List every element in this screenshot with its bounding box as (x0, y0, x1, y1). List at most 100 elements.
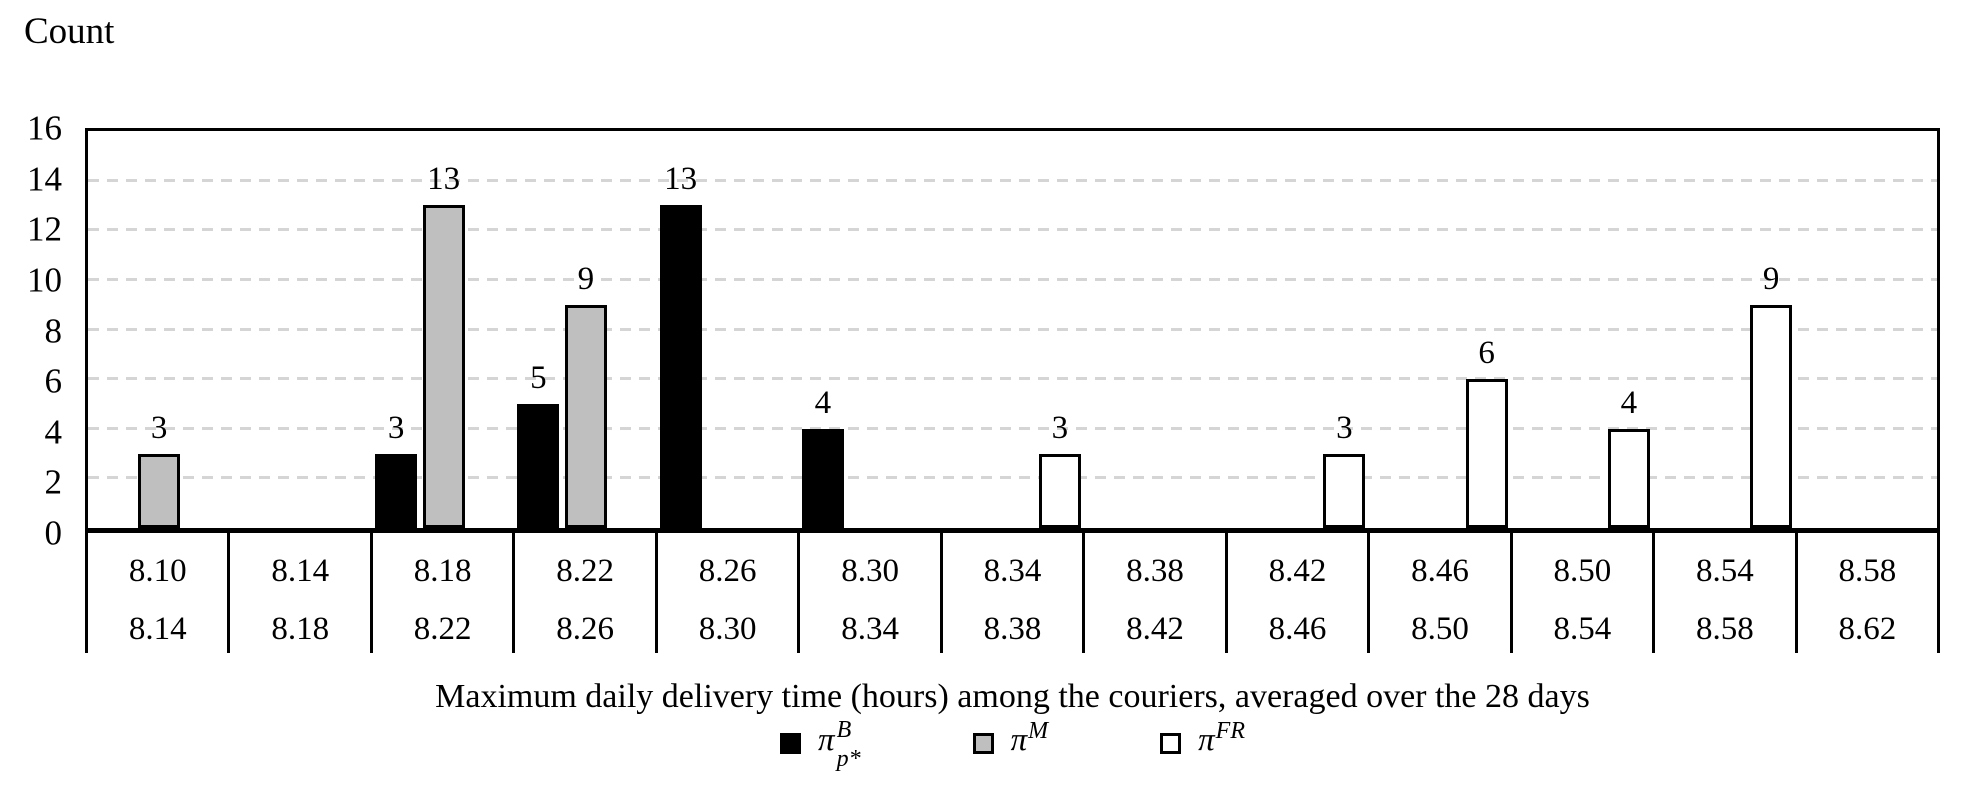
x-bin-upper-label: 8.62 (1838, 611, 1897, 647)
slot-pi_B_pstar: 13 (657, 131, 704, 528)
x-bin-upper-label: 8.38 (983, 611, 1042, 647)
slot-pi_B_pstar: 4 (799, 131, 846, 528)
legend-swatch-black (780, 733, 802, 754)
slot-pi_FR (610, 131, 657, 528)
gridline-y-14 (88, 178, 1937, 182)
y-tick-label-14: 14 (27, 159, 62, 199)
x-bin-cell-8.22: 8.22 8.26 (515, 533, 658, 653)
bar-value-label: 4 (1620, 384, 1638, 421)
x-bin-cell-8.10: 8.10 8.14 (88, 533, 231, 653)
bin-8.38-8.42 (1084, 131, 1226, 528)
bar-value-label: 3 (1051, 409, 1069, 446)
pi-fr-superscript: FR (1215, 718, 1245, 744)
slot-pi_M (1842, 131, 1889, 528)
legend-swatch-white (1160, 733, 1182, 754)
pi-symbol: π (1010, 722, 1028, 758)
y-tick-label-12: 12 (27, 209, 62, 249)
x-bin-lower-label: 8.34 (983, 553, 1042, 589)
x-bin-upper-label: 8.18 (271, 611, 330, 647)
bar-value-label: 3 (387, 409, 405, 446)
bar-value-label: 3 (150, 409, 168, 446)
slot-pi_M (1558, 131, 1605, 528)
slot-pi_B_pstar (1653, 131, 1700, 528)
slot-pi_FR: 3 (1321, 131, 1368, 528)
y-tick-label-16: 16 (27, 108, 62, 148)
y-tick-label-4: 4 (44, 412, 63, 452)
legend-label-pi-fr: πFR (1198, 719, 1245, 758)
bin-8.46-8.50: 6 (1368, 131, 1510, 528)
bar-pi_FR-8.34 (1038, 453, 1081, 528)
plot-area: 3 3 13 5 9 13 4 3 3 6 4 9 (85, 128, 1940, 533)
x-bin-cell-8.18: 8.18 8.22 (373, 533, 516, 653)
bar-pi_B_pstar-8.18 (375, 453, 418, 528)
gridline-y-6 (88, 377, 1937, 381)
gridline-y-10 (88, 277, 1937, 281)
slot-pi_M (1416, 131, 1463, 528)
bin-8.34-8.38: 3 (941, 131, 1083, 528)
bin-8.58-8.62 (1795, 131, 1937, 528)
legend-swatch-gray (972, 733, 994, 754)
bar-pi_M-8.22 (564, 304, 607, 528)
slot-pi_B_pstar (1795, 131, 1842, 528)
gridline-y-12 (88, 228, 1937, 232)
x-bin-lower-label: 8.54 (1696, 553, 1754, 589)
bar-pi_B_pstar-8.30 (801, 428, 844, 528)
x-bin-upper-label: 8.50 (1411, 611, 1469, 647)
slot-pi_M: 9 (562, 131, 609, 528)
x-bin-lower-label: 8.14 (271, 553, 330, 589)
x-bin-cell-8.14: 8.14 8.18 (230, 533, 373, 653)
slot-pi_B_pstar (1510, 131, 1557, 528)
x-bin-cell-8.26: 8.26 8.30 (658, 533, 801, 653)
x-bin-upper-label: 8.26 (556, 611, 615, 647)
bar-pi_M-8.18 (422, 205, 465, 528)
bar-pi_B_pstar-8.22 (517, 403, 560, 528)
slot-pi_M: 3 (135, 131, 182, 528)
bar-pi_M-8.10 (138, 453, 181, 528)
x-bin-lower-label: 8.50 (1553, 553, 1612, 589)
gridline-y-8 (88, 327, 1937, 331)
y-axis-title: Count (24, 11, 115, 52)
x-axis-title: Maximum daily delivery time (hours) amon… (435, 678, 1590, 715)
x-bin-upper-label: 8.54 (1553, 611, 1612, 647)
x-bin-upper-label: 8.14 (128, 611, 187, 647)
slot-pi_B_pstar (1084, 131, 1131, 528)
bar-value-label: 13 (664, 161, 698, 198)
slot-pi_B_pstar (1368, 131, 1415, 528)
slot-pi_B_pstar (1226, 131, 1273, 528)
x-bin-upper-label: 8.58 (1696, 611, 1754, 647)
slot-pi_B_pstar (941, 131, 988, 528)
x-axis-bin-table: 8.10 8.14 8.14 8.18 8.18 8.22 8.22 8.26 8.26 8.30… (85, 533, 1941, 653)
slot-pi_FR: 9 (1747, 131, 1794, 528)
x-bin-lower-label: 8.30 (841, 553, 899, 589)
x-bin-lower-label: 8.26 (698, 553, 757, 589)
x-bin-lower-label: 8.42 (1268, 553, 1327, 589)
bin-8.42-8.46: 3 (1226, 131, 1368, 528)
bar-pi_FR-8.50 (1607, 428, 1650, 528)
y-tick-label-0: 0 (44, 513, 63, 553)
slot-pi_FR (325, 131, 372, 528)
x-bin-cell-8.30: 8.30 8.34 (800, 533, 943, 653)
x-bin-upper-label: 8.46 (1268, 611, 1327, 647)
y-tick-label-8: 8 (44, 311, 63, 350)
x-bin-cell-8.46: 8.46 8.50 (1370, 533, 1513, 653)
bar-value-label: 9 (1762, 260, 1780, 297)
x-bin-lower-label: 8.18 (413, 553, 472, 589)
slot-pi_FR: 3 (1036, 131, 1083, 528)
bar-value-label: 9 (577, 260, 595, 297)
y-tick-label-6: 6 (44, 361, 63, 401)
slot-pi_FR (183, 131, 230, 528)
gridlines-layer (88, 131, 1937, 528)
slot-pi_M (704, 131, 751, 528)
bin-8.10-8.14: 3 (88, 131, 230, 528)
slot-pi_M (989, 131, 1036, 528)
slot-pi_B_pstar: 5 (515, 131, 562, 528)
x-bin-cell-8.34: 8.34 8.38 (943, 533, 1086, 653)
pi-symbol: π (1198, 722, 1215, 758)
bar-value-label: 3 (1336, 409, 1353, 446)
slot-pi_FR (894, 131, 941, 528)
x-bin-upper-label: 8.42 (1126, 611, 1184, 647)
